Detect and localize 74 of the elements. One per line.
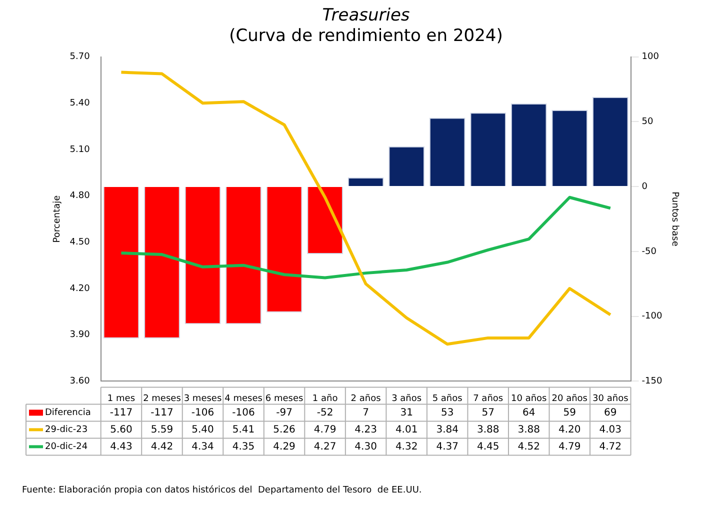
data-label: 57 (482, 407, 494, 418)
data-label: 3.84 (436, 424, 458, 436)
data-label: 4.79 (558, 441, 581, 452)
data-label: 4.52 (518, 441, 540, 452)
x-tick-label: 1 mes (107, 394, 136, 404)
y-tick-label: 3.90 (70, 330, 90, 340)
data-label: 3.88 (476, 424, 500, 436)
data-label: 4.79 (314, 424, 336, 436)
y-axis-title: Porcentaje (52, 194, 63, 243)
data-label: 4.35 (232, 441, 255, 452)
x-tick-label: 2 años (350, 394, 382, 404)
data-label: -52 (316, 407, 334, 418)
y2-tick-label: 100 (642, 52, 660, 62)
x-tick-label: 10 años (510, 394, 548, 404)
y-tick-label: 4.80 (70, 191, 90, 202)
data-label: 4.29 (273, 441, 296, 452)
data-label: 4.42 (150, 441, 174, 452)
x-tick-label: 30 años (592, 394, 629, 404)
data-label: 4.72 (599, 441, 622, 452)
y2-tick-label: 50 (642, 117, 654, 128)
y-tick-label: 5.70 (70, 52, 90, 62)
chart-title: Treasuries (322, 6, 410, 26)
y-tick-label: 4.20 (70, 284, 90, 294)
data-label: 4.37 (436, 441, 458, 452)
x-tick-label: 7 años (473, 394, 504, 404)
x-tick-label: 1 año (312, 394, 338, 404)
data-label: -117 (110, 407, 133, 418)
data-label: 5.59 (150, 424, 174, 436)
data-label: 5.60 (110, 424, 132, 436)
data-label: 3.88 (518, 424, 540, 436)
data-label: 5.40 (192, 424, 214, 436)
data-label: 4.30 (354, 441, 377, 452)
data-label: 4.32 (395, 441, 418, 452)
x-tick-label: 20 años (552, 394, 588, 404)
data-label: 7 (362, 407, 369, 418)
data-label: 4.03 (599, 424, 622, 436)
legend-label: Diferencia (45, 408, 91, 418)
data-label: 31 (400, 407, 413, 418)
data-label: 4.45 (476, 441, 500, 452)
data-label: -117 (150, 407, 174, 418)
legend-label: 20-dic-24 (45, 442, 88, 452)
y-tick-label: 5.10 (70, 144, 90, 155)
y-tick-label: 3.60 (70, 376, 90, 387)
data-label: 53 (440, 407, 454, 418)
x-tick-label: 5 años (432, 394, 463, 404)
y2-axis-title: Puntos base (669, 192, 680, 247)
data-label: 4.34 (192, 441, 214, 452)
data-label: -97 (276, 407, 292, 418)
data-label: 59 (563, 407, 576, 418)
data-label: 4.27 (314, 441, 336, 452)
y2-tick-label: -100 (642, 312, 662, 322)
y-tick-label: 5.40 (70, 98, 90, 108)
y2-tick-label: 0 (642, 182, 648, 192)
data-label: -106 (232, 407, 255, 418)
y2-tick-label: -150 (642, 376, 662, 387)
data-label: 4.20 (558, 424, 581, 436)
data-label: 69 (604, 407, 617, 418)
x-tick-label: 3 meses (184, 394, 222, 404)
y-tick-label: 4.50 (70, 238, 90, 248)
source-note: Fuente: Elaboración propia con datos históricos del Departamento del Tesoro de EE.UU. (22, 484, 422, 496)
x-tick-label: 4 meses (224, 394, 263, 404)
data-label: 4.01 (395, 424, 418, 436)
data-label: 4.23 (354, 424, 377, 436)
data-label: 5.41 (232, 424, 255, 436)
data-label: 64 (522, 407, 536, 418)
x-tick-label: 6 meses (265, 394, 304, 404)
data-label: -106 (191, 407, 214, 418)
chart-subtitle: (Curva de rendimiento en 2024) (229, 26, 503, 46)
y2-tick-label: -50 (642, 246, 657, 257)
legend-label: 29-dic-23 (45, 425, 88, 436)
x-tick-label: 2 meses (143, 394, 182, 404)
x-tick-label: 3 años (392, 394, 422, 404)
data-label: 4.43 (110, 441, 132, 452)
data-label: 5.26 (273, 424, 296, 436)
